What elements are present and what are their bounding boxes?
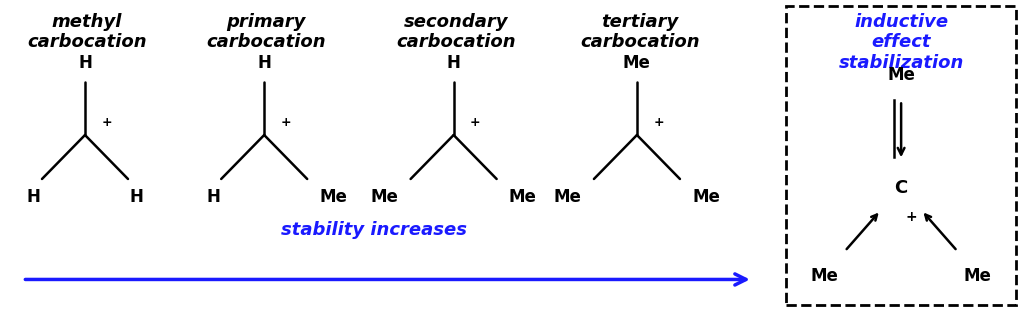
Text: H: H (78, 54, 92, 72)
Text: +: + (653, 116, 664, 129)
Text: Me: Me (810, 267, 839, 285)
Text: secondary
carbocation: secondary carbocation (396, 13, 515, 51)
Text: H: H (206, 188, 220, 206)
Text: +: + (101, 116, 112, 129)
Text: stability increases: stability increases (281, 221, 467, 239)
Text: inductive
effect
stabilization: inductive effect stabilization (839, 13, 964, 72)
Text: Me: Me (319, 188, 347, 206)
Text: Me: Me (509, 188, 537, 206)
Text: Me: Me (623, 54, 651, 72)
Text: methyl
carbocation: methyl carbocation (28, 13, 146, 51)
Text: H: H (27, 188, 41, 206)
Text: +: + (470, 116, 480, 129)
Text: tertiary
carbocation: tertiary carbocation (581, 13, 699, 51)
Text: C: C (895, 179, 907, 198)
Text: +: + (905, 210, 918, 224)
Text: H: H (257, 54, 271, 72)
Text: Me: Me (887, 66, 915, 84)
Text: Me: Me (554, 188, 582, 206)
Text: H: H (446, 54, 461, 72)
Text: +: + (281, 116, 291, 129)
Text: primary
carbocation: primary carbocation (207, 13, 326, 51)
FancyBboxPatch shape (786, 6, 1016, 305)
Text: H: H (129, 188, 143, 206)
Text: Me: Me (964, 267, 992, 285)
Text: Me: Me (692, 188, 720, 206)
Text: Me: Me (371, 188, 398, 206)
